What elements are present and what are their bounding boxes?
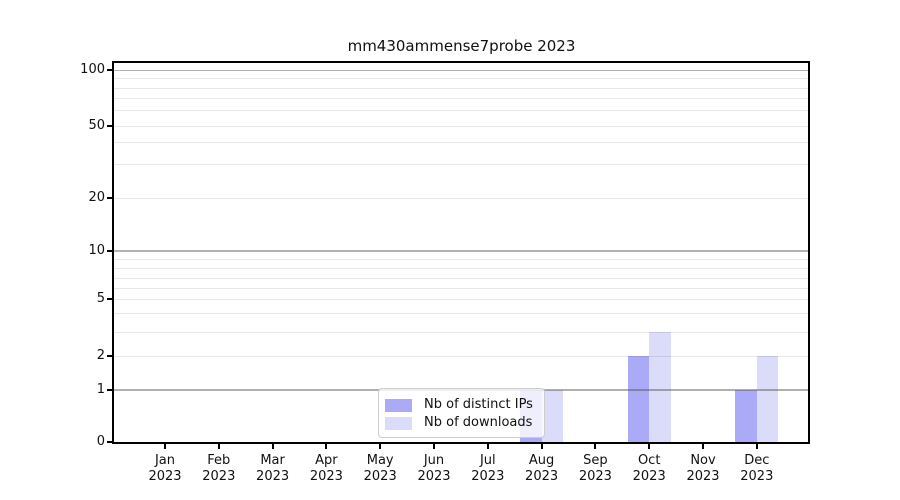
y-gridline-minor-90 [114,78,808,80]
x-tick-mark-jan-2023 [164,444,166,449]
y-tick-mark-20 [107,197,112,200]
y-gridline-major-10 [114,250,808,252]
y-tick-mark-100 [107,69,112,71]
x-tick-label-nov-2023: Nov 2023 [686,453,720,484]
legend: Nb of distinct IPs Nb of downloads [378,388,545,438]
y-tick-label-1: 1 [96,381,105,397]
x-tick-label-sep-2023: Sep 2023 [578,453,612,484]
y-tick-mark-1 [107,388,112,391]
bar-nb-of-downloads-aug-2023 [541,389,564,442]
y-gridline-minor-60 [114,110,808,112]
x-tick-mark-mar-2023 [271,444,274,449]
x-tick-mark-may-2023 [379,444,382,449]
bottom-spine [112,442,810,444]
bar-nb-of-downloads-dec-2023 [756,356,779,442]
y-gridline-minor-50 [114,125,808,127]
x-tick-label-dec-2023: Dec 2023 [740,453,774,484]
x-tick-label-jan-2023: Jan 2023 [148,453,182,484]
y-gridline-major-100 [114,69,808,71]
y-gridline-minor-4 [114,313,808,315]
y-tick-label-2: 2 [96,348,105,363]
x-tick-label-jul-2023: Jul 2023 [471,453,505,484]
y-gridline-minor-8 [114,267,808,269]
legend-item-nb-of-distinct-ips: Nb of distinct IPs [385,396,538,414]
chart-title: mm430ammense7probe 2023 [347,37,576,55]
legend-item-label: Nb of distinct IPs [424,397,533,412]
x-tick-mark-nov-2023 [702,444,704,449]
x-tick-mark-feb-2023 [217,444,220,449]
y-tick-mark-10 [107,249,112,252]
x-tick-mark-jun-2023 [433,444,435,449]
x-tick-label-aug-2023: Aug 2023 [525,453,559,484]
x-tick-label-apr-2023: Apr 2023 [309,453,343,484]
y-tick-label-5: 5 [96,291,105,307]
x-tick-label-feb-2023: Feb 2023 [202,453,236,484]
y-tick-mark-5 [107,298,112,301]
legend-swatch-nb-of-downloads [385,416,412,430]
y-tick-mark-0 [107,441,112,443]
y-gridline-minor-9 [114,259,808,260]
bar-nb-of-distinct-ips-oct-2023 [627,356,650,442]
y-gridline-minor-2 [114,356,808,357]
y-tick-label-20: 20 [88,190,105,206]
right-spine [808,61,810,444]
legend-swatch-nb-of-distinct-ips [385,398,412,412]
y-tick-label-100: 100 [80,62,105,77]
legend-item-nb-of-downloads: Nb of downloads [385,414,538,432]
y-tick-mark-50 [107,124,112,127]
y-gridline-minor-70 [114,98,808,99]
y-tick-label-10: 10 [88,242,105,258]
y-gridline-minor-30 [114,164,808,166]
x-tick-mark-oct-2023 [648,444,651,449]
x-tick-label-oct-2023: Oct 2023 [632,453,666,484]
x-tick-label-mar-2023: Mar 2023 [256,453,290,484]
y-gridline-minor-5 [114,299,808,301]
y-gridline-minor-7 [114,277,808,279]
y-tick-label-0: 0 [96,434,105,449]
x-tick-mark-dec-2023 [755,444,758,449]
y-gridline-minor-6 [114,288,808,289]
x-tick-label-jun-2023: Jun 2023 [417,453,451,484]
x-tick-mark-apr-2023 [325,444,328,449]
legend-item-label: Nb of downloads [424,415,533,430]
bar-nb-of-distinct-ips-dec-2023 [735,389,757,442]
x-tick-label-may-2023: May 2023 [363,453,397,484]
top-spine [112,61,810,63]
x-tick-mark-jul-2023 [486,444,489,449]
y-tick-label-50: 50 [88,117,105,133]
x-tick-mark-sep-2023 [594,444,597,449]
y-tick-mark-2 [107,355,112,357]
y-gridline-minor-40 [114,141,808,143]
left-spine [112,61,114,444]
y-gridline-minor-80 [114,87,808,89]
y-gridline-minor-3 [114,331,808,333]
y-gridline-minor-20 [114,198,808,200]
x-tick-mark-aug-2023 [540,444,543,449]
bar-nb-of-downloads-oct-2023 [649,331,671,442]
